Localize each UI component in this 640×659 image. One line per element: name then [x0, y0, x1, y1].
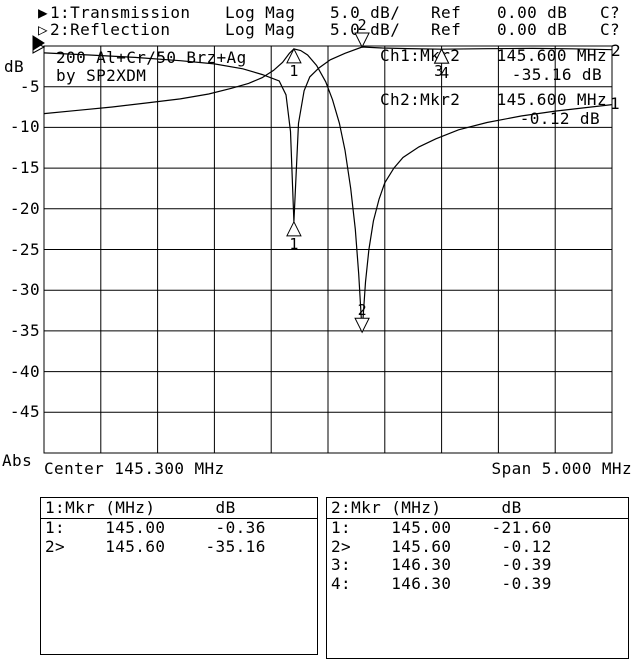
marker-row: 3: 146.30 -0.39 — [331, 555, 552, 574]
marker-2-label: 2 — [358, 301, 367, 319]
marker-row: 2> 145.60 -35.16 — [45, 536, 266, 556]
ch2-marker-freq: 145.600 MHz — [496, 90, 607, 109]
ch2-format: Log Mag — [225, 20, 296, 39]
ch1-ref-label: Ref — [431, 3, 462, 22]
ch2-ref-value: 0.00 dB — [497, 20, 568, 39]
ch1-scale: 5.0 dB/ — [330, 3, 401, 22]
ch2-ref-label: Ref — [431, 20, 462, 39]
marker-table-ch2-header: 2:Mkr (MHz) dB — [327, 498, 628, 519]
plot-title-line1: 200 Al+Cr/50 Brz+Ag — [56, 48, 247, 67]
marker-row: 1: 145.00 -0.36 — [45, 518, 266, 537]
y-axis-tick-label: -40 — [9, 361, 40, 381]
y-axis-tick-label: -15 — [9, 158, 40, 178]
marker-1-label: 1 — [289, 235, 298, 253]
y-axis-tick-label: -20 — [9, 198, 40, 218]
marker-row: 4: 146.30 -0.39 — [331, 573, 552, 593]
y-axis-tick-label: -35 — [9, 320, 40, 340]
ch2-trace-label: 2:Reflection — [50, 20, 171, 39]
ch1-cal-status: C? — [600, 3, 621, 22]
y-axis-tick-label: -5 — [19, 76, 40, 96]
transmission-trace-number: 1 — [610, 94, 621, 113]
marker-2-symbol-icon — [354, 317, 370, 334]
x-axis-span-label: Span 5.000 MHz — [491, 459, 632, 478]
ch1-marker-value: -35.16 dB — [511, 65, 602, 84]
ch2-active-marker-icon: ▷ — [38, 20, 49, 39]
plot-title-line2: by SP2XDM — [56, 66, 147, 85]
ch1-active-marker-icon: ▶ — [38, 3, 49, 22]
ch1-format: Log Mag — [225, 3, 296, 22]
reflection-trace-number: 2 — [611, 41, 622, 60]
y-axis-tick-label: -30 — [9, 280, 40, 300]
y-axis-bottom-label: Abs — [2, 451, 33, 470]
ch1-marker-freq: 145.600 MHz — [496, 46, 607, 65]
y-axis-tick-label: -25 — [9, 239, 40, 259]
marker-4-label: 4 — [440, 64, 449, 82]
marker-1-symbol-icon — [286, 220, 302, 237]
ch1-ref-value: 0.00 dB — [497, 3, 568, 22]
marker-1-label: 1 — [289, 62, 298, 80]
marker-row: 2> 145.60 -0.12 — [331, 536, 552, 556]
x-axis-center-label: Center 145.300 MHz — [44, 459, 225, 478]
y-axis-tick-label: -10 — [9, 117, 40, 137]
ch2-marker-value: -0.12 dB — [519, 109, 600, 128]
ch2-ref-arrow-icon — [32, 40, 46, 54]
marker-table-ch1: 1:Mkr (MHz) dB 1: 145.00 -0.36 2> 145.60… — [40, 497, 318, 655]
marker-table-ch2: 2:Mkr (MHz) dB 1: 145.00 -21.60 2> 145.6… — [326, 497, 629, 659]
marker-1-symbol-icon — [286, 47, 302, 64]
ch2-cal-status: C? — [600, 20, 621, 39]
y-axis-unit-label: dB — [4, 57, 25, 76]
y-axis-tick-label: -45 — [9, 402, 40, 422]
ch1-marker-readout-label: Ch1:Mkr2 — [380, 46, 461, 65]
marker-table-ch1-header: 1:Mkr (MHz) dB — [41, 498, 317, 519]
marker-row: 1: 145.00 -21.60 — [331, 518, 552, 537]
ch2-scale: 5.0 dB/ — [330, 20, 401, 39]
ch2-marker-readout-label: Ch2:Mkr2 — [380, 90, 461, 109]
ch1-trace-label: 1:Transmission — [50, 3, 191, 22]
